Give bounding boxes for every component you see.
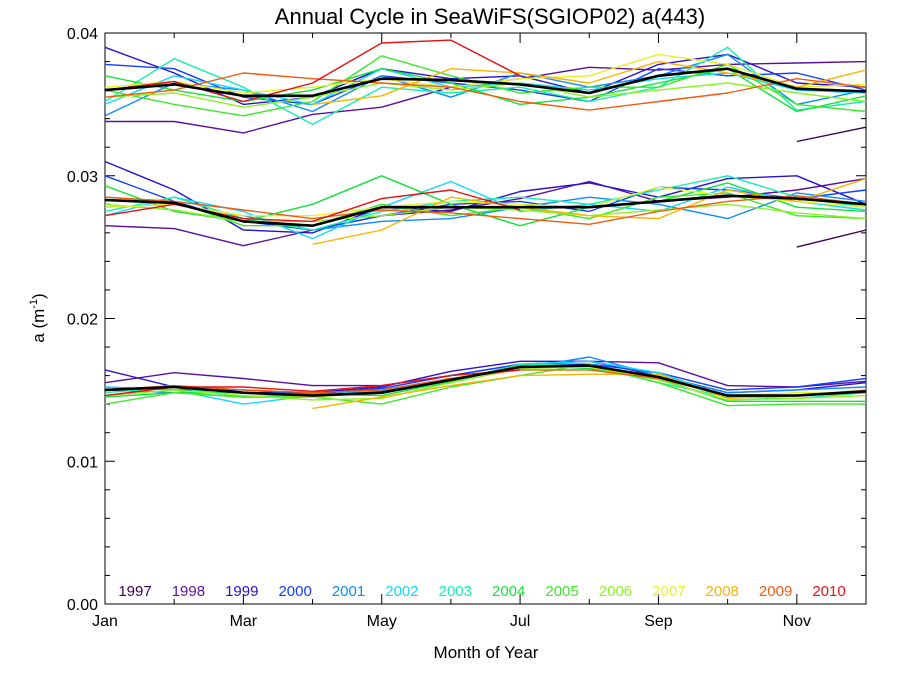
series-2004 bbox=[104, 67, 867, 402]
y-axis-label-superscript: -1 bbox=[28, 299, 40, 309]
series-line bbox=[104, 82, 867, 108]
y-tick-label: 0.02 bbox=[67, 312, 98, 329]
legend-entry: 2002 bbox=[385, 583, 418, 600]
series-2006 bbox=[104, 82, 867, 401]
x-tick-label: Sep bbox=[644, 613, 673, 630]
series-1998 bbox=[104, 60, 867, 388]
series-line bbox=[104, 72, 867, 111]
x-tick-label: Nov bbox=[783, 613, 811, 630]
legend-entry: 1999 bbox=[225, 583, 258, 600]
legend-entry: 2004 bbox=[492, 583, 525, 600]
series-line bbox=[104, 67, 867, 98]
series-2001 bbox=[104, 53, 867, 398]
y-axis: 0.00 0.01 0.02 0.03 0.04 bbox=[67, 26, 866, 614]
series-line bbox=[104, 194, 867, 226]
legend-entry: 2005 bbox=[545, 583, 578, 600]
chart-title: Annual Cycle in SeaWiFS(SGIOP02) a(443) bbox=[275, 4, 705, 29]
legend-entry: 2003 bbox=[439, 583, 472, 600]
y-tick-label: 0.01 bbox=[67, 454, 98, 471]
series-line bbox=[104, 364, 867, 397]
x-tick-label: Jul bbox=[510, 613, 530, 630]
series-2002 bbox=[104, 67, 867, 405]
series-1999 bbox=[104, 46, 867, 394]
series-line bbox=[796, 126, 867, 143]
series-2007 bbox=[104, 53, 867, 398]
x-tick-label: May bbox=[367, 613, 397, 630]
series-line bbox=[104, 189, 521, 223]
legend-entry: 1998 bbox=[172, 583, 205, 600]
x-axis-label: Month of Year bbox=[434, 643, 539, 662]
series-2003 bbox=[104, 46, 867, 400]
legend: 1997 1998 1999 2000 2001 2002 2003 2004 2005 2006… bbox=[118, 583, 845, 600]
x-axis: Jan Mar May Jul Sep Nov bbox=[92, 33, 867, 630]
series-line bbox=[104, 366, 867, 401]
y-axis-label-close: ) bbox=[29, 293, 48, 299]
series-climatology-mean bbox=[104, 67, 867, 397]
series-line bbox=[104, 160, 867, 234]
legend-entry: 2000 bbox=[278, 583, 311, 600]
plot-area bbox=[104, 32, 867, 605]
series-2000 bbox=[104, 63, 867, 395]
x-tick-label: Mar bbox=[230, 613, 258, 630]
legend-entry: 2010 bbox=[812, 583, 845, 600]
legend-entry: 2001 bbox=[332, 583, 365, 600]
legend-entry: 2008 bbox=[706, 583, 739, 600]
series-line bbox=[104, 194, 867, 227]
legend-entry: 2009 bbox=[759, 583, 792, 600]
series-line bbox=[104, 363, 867, 395]
y-tick-label: 0.04 bbox=[67, 26, 98, 43]
series-1997 bbox=[796, 126, 867, 248]
series-2009 bbox=[104, 72, 867, 397]
y-tick-label: 0.03 bbox=[67, 169, 98, 186]
series-2005 bbox=[104, 55, 867, 407]
series-lines bbox=[104, 39, 867, 410]
series-line bbox=[104, 46, 867, 126]
legend-entry: 2006 bbox=[599, 583, 632, 600]
y-axis-label-main: a (m bbox=[29, 309, 48, 343]
series-line bbox=[796, 229, 867, 248]
series-line bbox=[104, 39, 521, 103]
x-tick-label: Jan bbox=[92, 613, 118, 630]
legend-entry: 2007 bbox=[652, 583, 685, 600]
y-axis-label: a (m-1) bbox=[28, 293, 48, 342]
legend-entry: 1997 bbox=[118, 583, 151, 600]
y-tick-label: 0.00 bbox=[67, 597, 98, 614]
